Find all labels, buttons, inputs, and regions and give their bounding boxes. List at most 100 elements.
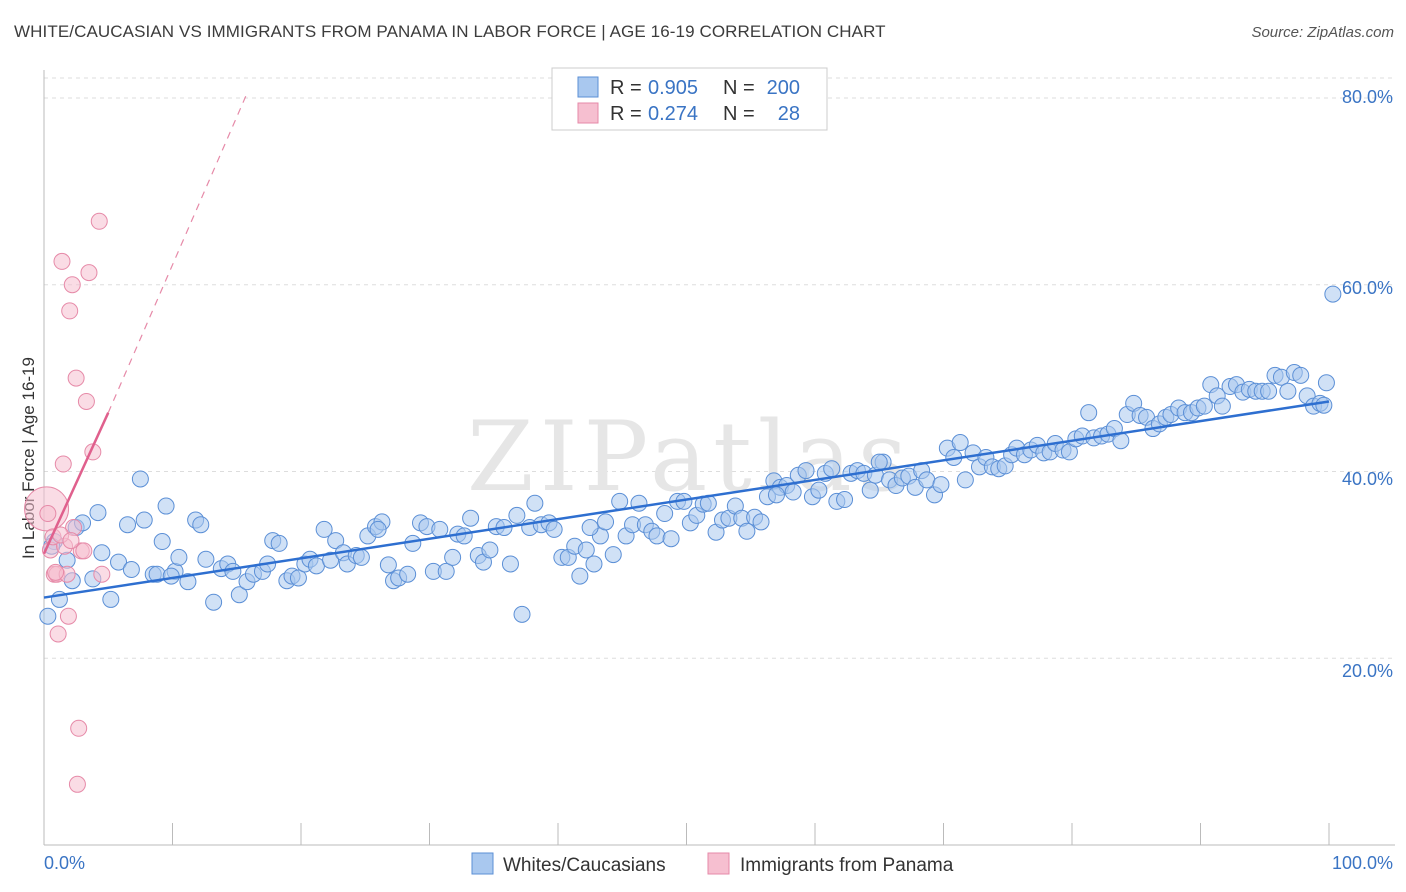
point-whites-84: [577, 541, 595, 559]
point-panama-24: [93, 565, 111, 583]
trend-line-panama: [42, 412, 110, 555]
point-whites-29: [224, 562, 242, 580]
y-tick-labels: 20.0% 40.0% 60.0% 80.0%: [1342, 87, 1393, 681]
point-whites-193: [1279, 382, 1297, 400]
point-panama-13: [63, 276, 81, 294]
point-whites-143: [956, 471, 974, 489]
point-whites-44: [322, 551, 340, 569]
point-whites-12: [119, 516, 137, 534]
x-tick-label-min: 0.0%: [44, 853, 85, 873]
point-whites-69: [481, 541, 499, 559]
point-whites-204: [369, 520, 387, 538]
point-whites-63: [444, 548, 462, 566]
point-whites-109: [738, 522, 756, 540]
legend-swatch-whites: [577, 76, 599, 98]
point-whites-73: [508, 506, 526, 524]
point-whites-183: [1213, 397, 1231, 415]
point-whites-43: [315, 520, 333, 538]
point-whites-118: [797, 462, 815, 480]
point-panama-23: [90, 212, 108, 230]
point-whites-142: [951, 434, 969, 452]
series-whites-points: [39, 285, 1342, 625]
point-panama-7: [53, 252, 71, 270]
bottom-legend-swatch-panama: [707, 852, 730, 875]
point-whites-83: [571, 567, 589, 585]
point-whites-36: [270, 534, 288, 552]
legend-r-value-panama: 0.274: [648, 103, 698, 125]
point-panama-1: [39, 505, 57, 523]
chart-title: WHITE/CAUCASIAN VS IMMIGRANTS FROM PANAM…: [14, 22, 886, 41]
x-tick-label-max: 100.0%: [1332, 853, 1393, 873]
source-credit: Source: ZipAtlas.com: [1251, 24, 1394, 41]
point-panama-8: [54, 455, 72, 473]
point-whites-74: [513, 605, 531, 623]
point-whites-13: [122, 561, 140, 579]
point-whites-14: [131, 470, 149, 488]
point-panama-11: [59, 607, 77, 625]
y-tick-label-20: 20.0%: [1342, 661, 1393, 681]
legend-n-value-panama: 28: [778, 103, 800, 125]
point-panama-20: [77, 392, 95, 410]
point-whites-162: [1080, 404, 1098, 422]
point-whites-88: [604, 546, 622, 564]
bottom-legend-label-panama: Immigrants from Panama: [740, 855, 954, 876]
point-whites-22: [179, 573, 197, 591]
point-whites-61: [431, 520, 449, 538]
point-whites-30: [230, 586, 248, 604]
point-whites-45: [327, 532, 345, 550]
point-whites-120: [810, 481, 828, 499]
axes: [43, 70, 1395, 846]
legend-swatch-panama: [577, 102, 599, 124]
point-panama-6: [49, 625, 67, 643]
point-whites-124: [836, 491, 854, 509]
point-panama-27: [62, 532, 80, 550]
point-whites-128: [861, 481, 879, 499]
point-whites-53: [379, 556, 397, 574]
point-whites-195: [1292, 366, 1310, 384]
point-whites-66: [462, 509, 480, 527]
point-panama-25: [47, 563, 65, 581]
point-whites-122: [823, 460, 841, 478]
point-panama-17: [68, 775, 86, 793]
y-tick-label-40: 40.0%: [1342, 469, 1393, 489]
point-whites-62: [437, 562, 455, 580]
point-whites-190: [1260, 382, 1278, 400]
point-whites-85: [585, 555, 603, 573]
point-whites-111: [752, 513, 770, 531]
point-whites-10: [102, 590, 120, 608]
point-whites-200: [1324, 285, 1342, 303]
point-whites-87: [597, 513, 615, 531]
legend-n-label-whites: N =: [723, 77, 755, 99]
trend-lines: [42, 93, 1330, 599]
point-whites-24: [192, 516, 210, 534]
point-whites-139: [932, 476, 950, 494]
bottom-legend-swatch-whites: [471, 852, 494, 875]
point-whites-25: [197, 550, 215, 568]
point-whites-72: [501, 555, 519, 573]
point-whites-76: [526, 494, 544, 512]
trend-line-panama-extension: [107, 93, 248, 413]
legend-r-label-panama: R =: [610, 103, 642, 125]
point-whites-19: [157, 497, 175, 515]
point-whites-26: [205, 593, 223, 611]
point-whites-65: [455, 527, 473, 545]
point-panama-15: [67, 369, 85, 387]
y-axis-label: In Labor Force | Age 16-19: [19, 357, 38, 559]
point-whites-49: [352, 548, 370, 566]
bottom-legend-label-whites: Whites/Caucasians: [503, 855, 666, 876]
point-whites-39: [289, 569, 307, 587]
point-whites-97: [662, 530, 680, 548]
point-whites-201: [1315, 396, 1333, 414]
trend-line-whites: [43, 400, 1330, 599]
point-panama-19: [75, 542, 93, 560]
point-whites-0: [39, 607, 57, 625]
legend-n-label-panama: N =: [723, 103, 755, 125]
legend-r-label-whites: R =: [610, 77, 642, 99]
point-whites-206: [767, 486, 785, 504]
legend: R = 0.905 N = 200 R = 0.274 N = 28: [551, 67, 828, 131]
point-whites-79: [545, 520, 563, 538]
legend-n-value-whites: 200: [767, 77, 800, 99]
point-whites-199: [1317, 374, 1335, 392]
point-whites-116: [784, 483, 802, 501]
